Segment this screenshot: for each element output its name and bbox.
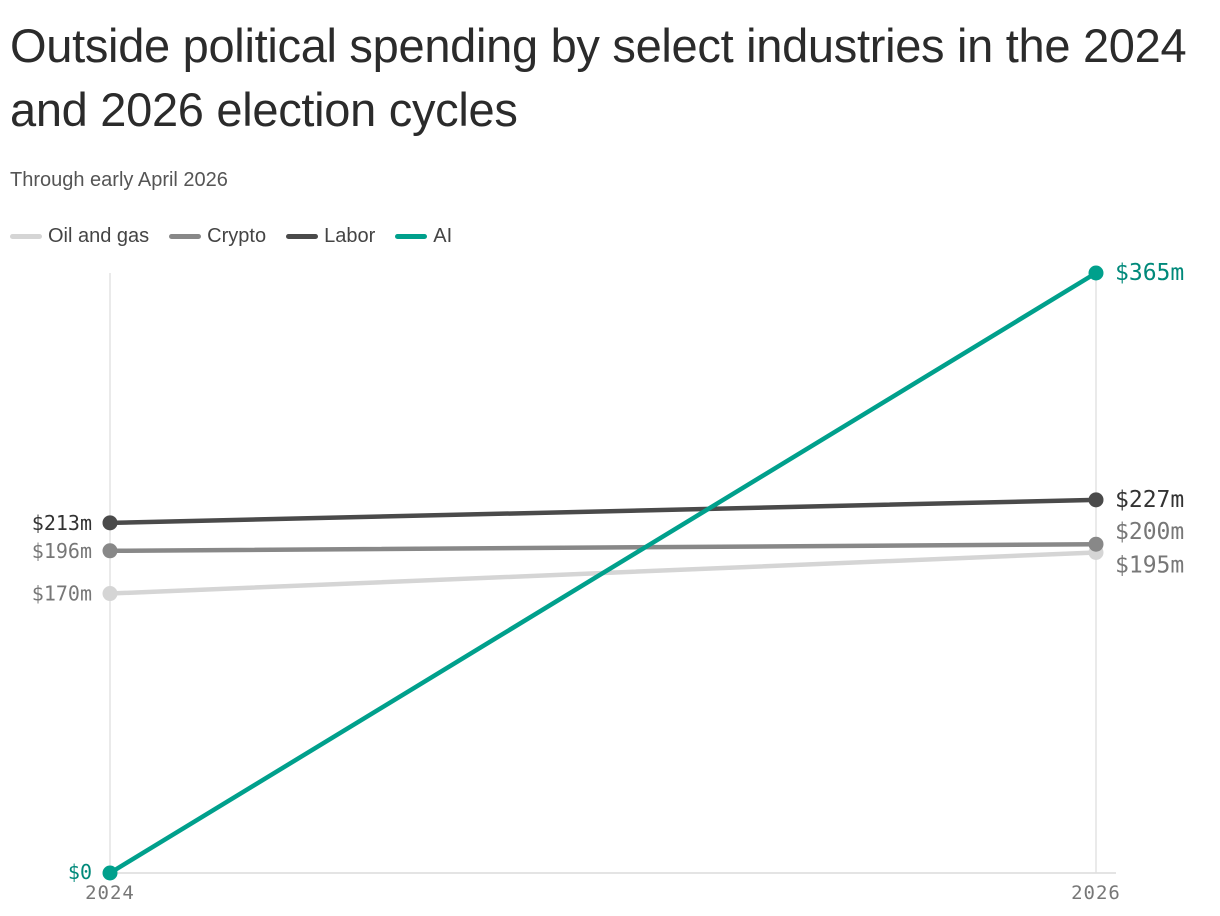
legend-swatch-labor xyxy=(286,233,319,239)
data-label-ai-2026: $365m xyxy=(1115,260,1184,286)
x-tick-label-2024: 2024 xyxy=(85,882,135,904)
legend-item-crypto: Crypto xyxy=(169,222,266,250)
legend: Oil and gas Crypto Labor AI xyxy=(10,222,452,250)
data-point-ai-2026 xyxy=(1088,265,1104,281)
legend-swatch-ai xyxy=(395,233,428,239)
data-point-ai-2024 xyxy=(102,865,118,881)
data-label-oil-and-gas-2024: $170m xyxy=(32,582,92,606)
legend-item-oil-and-gas: Oil and gas xyxy=(10,222,149,250)
legend-label-oil-and-gas: Oil and gas xyxy=(48,225,150,247)
data-label-ai-2024: $0 xyxy=(68,860,92,884)
chart-title: Outside political spending by select ind… xyxy=(10,19,1187,136)
legend-item-labor: Labor xyxy=(286,222,375,250)
legend-label-ai: AI xyxy=(433,225,453,247)
chart-subtitle: Through early April 2026 xyxy=(10,169,228,191)
data-point-labor-2026 xyxy=(1088,492,1104,508)
legend-label-labor: Labor xyxy=(324,225,376,247)
data-point-crypto-2026 xyxy=(1088,536,1104,552)
data-label-crypto-2024: $196m xyxy=(32,539,92,563)
legend-item-ai: AI xyxy=(395,222,452,250)
legend-swatch-crypto xyxy=(169,233,202,239)
data-point-crypto-2024 xyxy=(102,543,118,559)
series-line-labor xyxy=(107,497,1099,526)
legend-label-crypto: Crypto xyxy=(207,225,267,247)
legend-swatch-oil-and-gas xyxy=(10,233,42,239)
data-label-labor-2026: $227m xyxy=(1115,487,1184,513)
data-label-labor-2024: $213m xyxy=(32,511,92,535)
x-tick-label-2026: 2026 xyxy=(1071,882,1121,904)
data-point-labor-2024 xyxy=(102,515,118,531)
data-label-crypto-2026: $200m xyxy=(1115,519,1184,545)
data-point-oil-and-gas-2024 xyxy=(102,586,118,602)
data-label-oil-and-gas-2026: $195m xyxy=(1115,552,1184,578)
series-line-ai xyxy=(107,270,1099,876)
series-line-crypto xyxy=(107,541,1099,554)
